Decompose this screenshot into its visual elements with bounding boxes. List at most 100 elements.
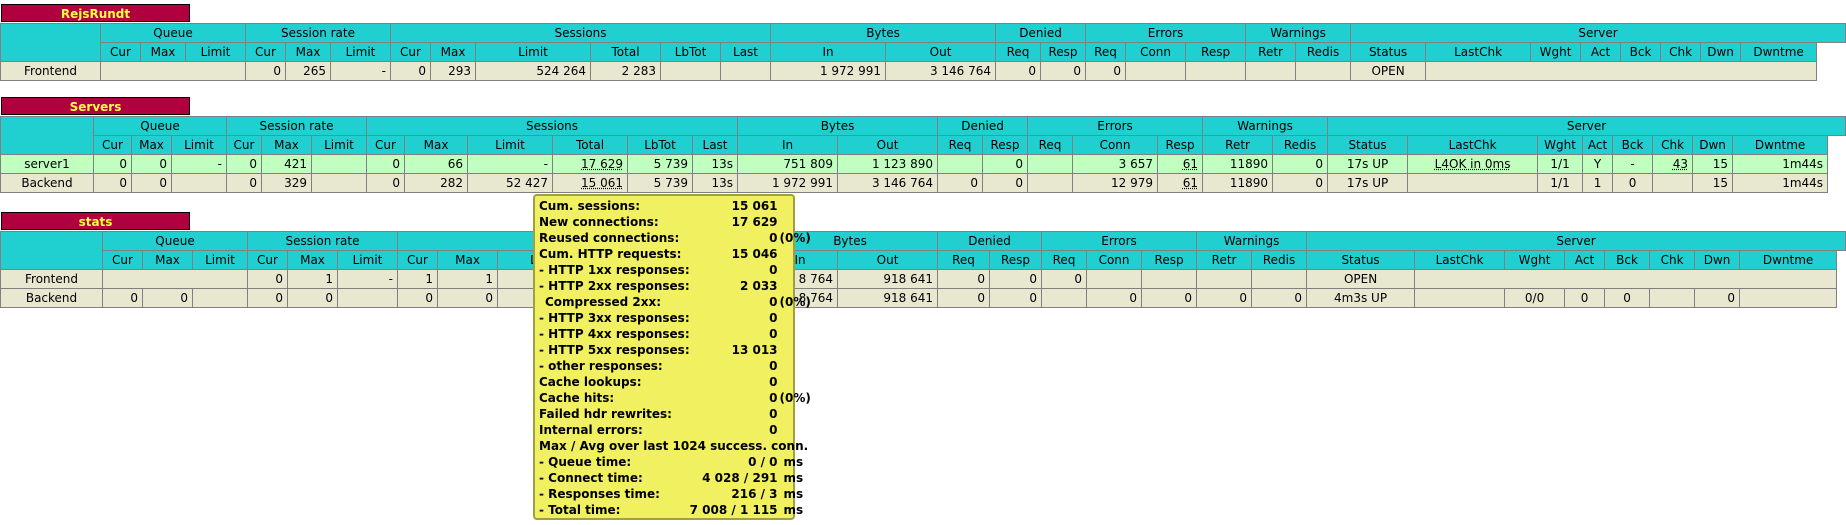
tooltip-row: - HTTP 3xx responses: 0 — [539, 310, 811, 326]
warnings-header: Warnings — [1202, 116, 1329, 136]
proxy-table-stats: Queue Session rate Sessions Bytes Denied… — [0, 231, 1846, 308]
tooltip-row: Failed hdr rewrites: 0 — [539, 406, 811, 422]
cell — [1027, 154, 1074, 174]
proxy-name-servers[interactable]: Servers — [1, 97, 190, 115]
tooltip-row: Cache lookups: 0 — [539, 374, 811, 390]
server-header: Server — [1350, 23, 1846, 43]
cell: 282 — [404, 173, 469, 193]
sessions-header: Sessions — [390, 23, 772, 43]
row-name[interactable]: Backend — [0, 288, 103, 308]
cell — [1414, 269, 1838, 289]
col-rate-cur: Cur — [245, 42, 286, 62]
cell: 0 — [1086, 288, 1143, 308]
tooltip-timing-row: - Responses time: 216 / 3 ms — [539, 486, 811, 502]
col-status: Status — [1350, 42, 1427, 62]
tooltip-pct — [778, 406, 811, 422]
cell: - — [1612, 154, 1654, 174]
cell: 13s — [692, 154, 739, 174]
timing-value: 7 008 / 1 115 — [689, 503, 778, 517]
lastchk-cell[interactable]: L4OK in 0ms — [1407, 154, 1539, 174]
tooltip-table: Cum. sessions: 15 061 New connections: 17 … — [539, 198, 811, 518]
col-sess-limit: Limit — [467, 135, 554, 155]
status-cell: OPEN — [1350, 61, 1427, 81]
timing-unit: ms — [783, 471, 804, 485]
cell: 0 — [247, 288, 288, 308]
cell: 265 — [285, 61, 331, 81]
errors-header: Errors — [1041, 231, 1198, 251]
tooltip-pct — [778, 422, 811, 438]
cell: 11890 — [1202, 173, 1274, 193]
col-queue-cur: Cur — [93, 135, 132, 155]
cell — [1652, 173, 1694, 193]
tooltip-pct — [778, 326, 811, 342]
col-bytes-in: In — [737, 135, 839, 155]
cell: 0 — [937, 269, 991, 289]
col-wght: Wght — [1504, 250, 1566, 270]
tooltip-pct — [778, 342, 811, 358]
tooltip-value: 0 — [769, 375, 778, 389]
cell: 918 641 — [837, 269, 939, 289]
col-dwn: Dwn — [1692, 135, 1734, 155]
cell — [660, 61, 722, 81]
cell: 2 283 — [590, 61, 662, 81]
cell: 0 — [1564, 288, 1606, 308]
tooltip-label: Cum. HTTP requests: — [539, 247, 682, 261]
col-rate-cur: Cur — [247, 250, 288, 270]
cell: - — [171, 154, 227, 174]
cell: 0 — [989, 269, 1043, 289]
cell: 0 — [995, 61, 1042, 81]
sessions-total-cell[interactable]: 17 629 — [552, 154, 629, 174]
cell — [1185, 61, 1247, 81]
row-name[interactable]: Frontend — [0, 269, 103, 289]
col-lastchk: LastChk — [1407, 135, 1539, 155]
col-sess-cur: Cur — [397, 250, 439, 270]
cell: 0 — [1694, 288, 1741, 308]
timing-label: - Connect time: — [539, 471, 643, 485]
row-name[interactable]: Frontend — [0, 61, 101, 81]
table-row-backend: Backend 0 0 0 0 0 0 8 764 918 641 0 0 0 … — [0, 288, 1846, 308]
tooltip-label: Cache lookups: — [539, 375, 642, 389]
cell: 0 — [937, 288, 991, 308]
col-dwntme: Dwntme — [1739, 250, 1838, 270]
sessions-total-cell[interactable]: 15 061 — [552, 173, 629, 193]
errors-header: Errors — [1027, 116, 1204, 136]
cell: 1 — [437, 269, 499, 289]
cell: 421 — [261, 154, 312, 174]
cell — [1141, 269, 1198, 289]
cell: 0 — [226, 173, 262, 193]
row-name[interactable]: server1 — [0, 154, 94, 174]
chk-cell[interactable]: 43 — [1652, 154, 1694, 174]
errors-resp-cell[interactable]: 61 — [1157, 154, 1204, 174]
tooltip-label: Cum. sessions: — [539, 199, 640, 213]
tooltip-row: - other responses: 0 — [539, 358, 811, 374]
cell: 293 — [430, 61, 477, 81]
cell: 0 — [142, 288, 193, 308]
tooltip-value: 0 — [769, 295, 778, 309]
cell: 1 123 890 — [837, 154, 939, 174]
col-err-resp: Resp — [1141, 250, 1198, 270]
subheader-row: Cur Max Limit Cur Max Limit Cur Max Limi… — [1, 42, 1846, 62]
cell: 1 — [397, 269, 439, 289]
col-rate-max: Max — [287, 250, 338, 270]
proxy-name-stats[interactable]: stats — [1, 212, 190, 230]
col-sess-limit: Limit — [475, 42, 592, 62]
tooltip-value: 0 — [769, 311, 778, 325]
errors-resp-cell[interactable]: 61 — [1157, 173, 1204, 193]
status-cell: 17s UP — [1327, 173, 1409, 193]
cell: 1/1 — [1537, 173, 1584, 193]
proxy-name-rejsrundt[interactable]: RejsRundt — [1, 4, 190, 22]
cell: 751 809 — [737, 154, 839, 174]
tooltip-value: 0 — [769, 359, 778, 373]
tooltip-row: Cum. HTTP requests: 15 046 — [539, 246, 811, 262]
col-bytes-in: In — [770, 42, 887, 62]
col-err-resp: Resp — [1157, 135, 1204, 155]
row-name[interactable]: Backend — [0, 173, 94, 193]
col-sess-cur: Cur — [390, 42, 432, 62]
cell: 1 — [1582, 173, 1614, 193]
tooltip-value: 0 — [769, 407, 778, 421]
cell: 0 — [366, 173, 406, 193]
tooltip-heading-row: Max / Avg over last 1024 success. conn. — [539, 438, 811, 454]
tooltip-pct: (0%) — [779, 391, 811, 405]
tooltip-timing-row: - Queue time: 0 / 0 ms — [539, 454, 811, 470]
col-dwn: Dwn — [1700, 42, 1742, 62]
